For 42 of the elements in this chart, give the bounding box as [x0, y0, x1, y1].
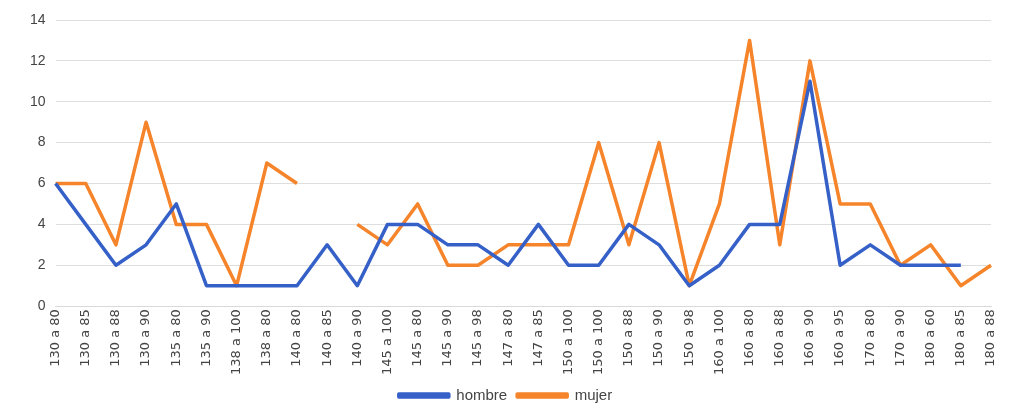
x-tick-label: 180 a 60 — [922, 309, 938, 367]
x-tick-label: 180 a 88 — [982, 309, 998, 367]
x-tick-label: 170 a 80 — [861, 309, 877, 367]
legend-label: mujer — [574, 385, 613, 403]
x-tick-label: 135 a 90 — [197, 309, 213, 367]
x-tick-label: 145 a 80 — [409, 309, 425, 367]
x-tick-label: 160 a 95 — [831, 309, 847, 367]
x-tick-label: 130 a 88 — [107, 309, 123, 367]
x-tick-label: 170 a 90 — [891, 309, 907, 367]
y-tick-label: 10 — [29, 92, 46, 109]
x-tick-label: 140 a 85 — [318, 309, 334, 367]
x-tick-label: 160 a 90 — [801, 309, 817, 367]
x-tick-label: 130 a 90 — [137, 309, 153, 367]
x-tick-label: 150 a 100 — [590, 309, 606, 375]
x-tick-label: 147 a 85 — [529, 309, 545, 367]
y-tick-label: 6 — [37, 174, 46, 191]
y-tick-label: 14 — [29, 10, 46, 27]
x-tick-label: 160 a 100 — [710, 309, 726, 375]
x-tick-label: 135 a 80 — [167, 309, 183, 367]
x-tick-label: 180 a 85 — [952, 309, 968, 367]
y-tick-label: 8 — [37, 133, 46, 150]
y-tick-label: 4 — [37, 215, 46, 232]
x-tick-label: 160 a 80 — [740, 309, 756, 367]
x-tick-label: 145 a 100 — [378, 309, 394, 375]
x-tick-label: 150 a 90 — [650, 309, 666, 367]
x-tick-label: 130 a 85 — [77, 309, 93, 367]
x-tick-label: 140 a 90 — [348, 309, 364, 367]
x-tick-label: 145 a 98 — [469, 309, 485, 367]
x-tick-label: 150 a 98 — [680, 309, 696, 367]
x-tick-label: 130 a 80 — [46, 309, 62, 367]
x-tick-label: 150 a 88 — [620, 309, 636, 367]
x-tick-label: 150 a 100 — [559, 309, 575, 375]
x-tick-label: 145 a 90 — [439, 309, 455, 367]
y-tick-label: 12 — [29, 51, 46, 68]
x-tick-label: 160 a 88 — [771, 309, 787, 367]
y-tick-label: 2 — [37, 256, 46, 273]
y-tick-label: 0 — [37, 297, 46, 313]
x-tick-label: 138 a 80 — [258, 309, 274, 367]
legend-label: hombre — [456, 385, 508, 403]
x-tick-label: 140 a 80 — [288, 309, 304, 367]
x-tick-label: 138 a 100 — [228, 309, 243, 375]
x-tick-label: 147 a 80 — [499, 309, 515, 367]
